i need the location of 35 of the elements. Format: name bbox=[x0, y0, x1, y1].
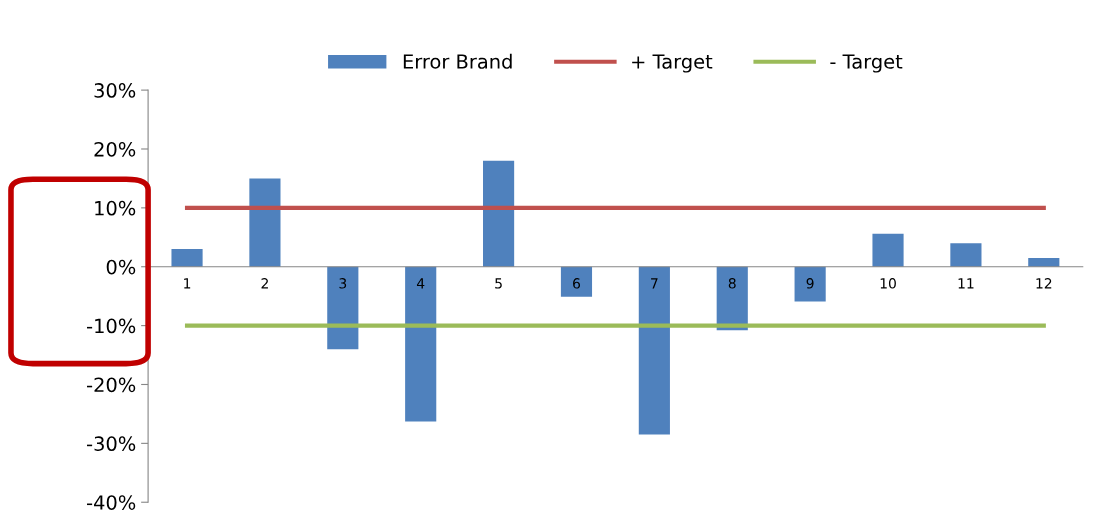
legend-label: - Target bbox=[830, 54, 903, 73]
bar bbox=[872, 233, 904, 267]
y-tick-label: 20% bbox=[94, 141, 136, 157]
y-tick-label: -10% bbox=[87, 318, 136, 334]
legend-label: Error Brand bbox=[403, 53, 512, 69]
bar bbox=[950, 243, 982, 267]
legend-label: + Target bbox=[632, 54, 713, 73]
bar bbox=[405, 266, 437, 422]
bar bbox=[716, 266, 748, 331]
bar bbox=[638, 266, 670, 435]
bar bbox=[249, 178, 281, 267]
x-tick-label: 6 bbox=[573, 278, 581, 289]
x-tick-label: 1 bbox=[184, 278, 191, 289]
bar bbox=[794, 266, 826, 302]
x-tick-label: 4 bbox=[416, 278, 425, 289]
bar bbox=[483, 160, 515, 267]
x-tick-label: 10 bbox=[880, 278, 896, 289]
y-tick-label: 30% bbox=[94, 83, 136, 98]
x-tick-label: 3 bbox=[339, 278, 347, 289]
bar bbox=[327, 266, 359, 350]
x-tick-label: 9 bbox=[806, 278, 814, 289]
y-tick-label: 10% bbox=[95, 200, 136, 216]
bar bbox=[171, 249, 203, 267]
x-tick-label: 5 bbox=[495, 278, 502, 289]
y-tick-label: -30% bbox=[87, 436, 136, 452]
x-tick-label: 7 bbox=[651, 278, 658, 289]
y-tick-label: 0% bbox=[106, 259, 136, 275]
x-tick-label: 12 bbox=[1036, 278, 1052, 289]
bar bbox=[1028, 257, 1060, 267]
bar bbox=[560, 266, 593, 297]
x-tick-label: 8 bbox=[728, 278, 736, 289]
y-tick-label: -40% bbox=[87, 495, 136, 510]
x-tick-label: 11 bbox=[958, 278, 974, 289]
x-tick-label: 2 bbox=[261, 278, 268, 289]
y-tick-label: -20% bbox=[87, 377, 136, 393]
